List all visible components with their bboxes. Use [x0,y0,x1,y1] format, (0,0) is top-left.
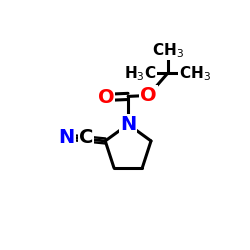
Text: N: N [120,115,136,134]
Text: N: N [58,128,75,146]
Text: CH$_3$: CH$_3$ [178,64,210,83]
Text: H$_3$C: H$_3$C [124,64,157,83]
Text: C: C [79,128,93,146]
Text: O: O [140,86,157,105]
Text: CH$_3$: CH$_3$ [152,41,184,60]
Text: O: O [98,88,114,107]
